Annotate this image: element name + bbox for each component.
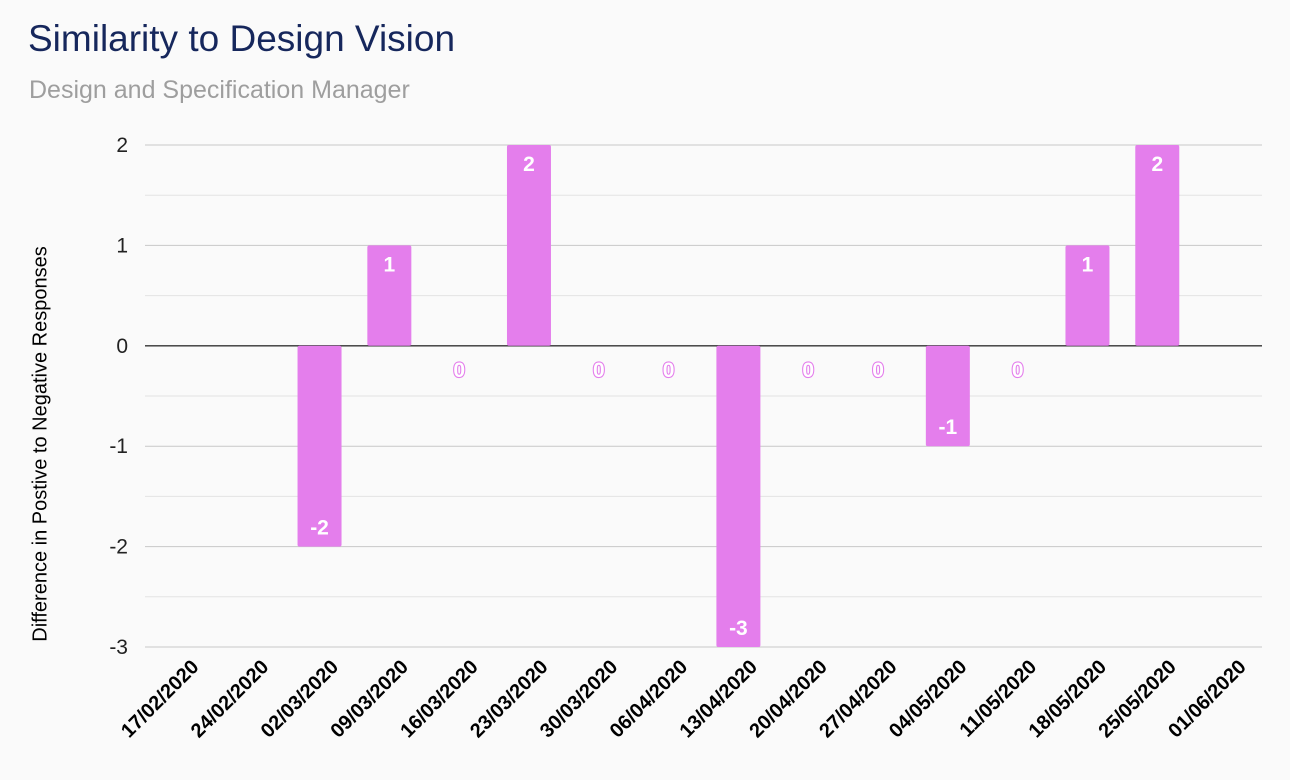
y-tick-label: 0 [116,335,128,358]
y-tick-label: -3 [109,636,128,659]
data-label: -1 [939,416,958,439]
data-label: 0 [593,359,605,382]
y-tick-label: -1 [109,435,128,458]
data-label: 0 [802,359,814,382]
data-label: 0 [453,359,465,382]
y-tick-label: -2 [109,536,128,559]
data-label: 1 [1082,253,1094,276]
data-label: 2 [523,153,535,176]
data-label: -3 [729,617,748,640]
data-label: -2 [310,517,329,540]
y-tick-label: 2 [116,134,128,157]
data-label: 1 [384,253,396,276]
data-label: 0 [663,359,675,382]
y-tick-label: 1 [116,234,128,257]
data-label: 2 [1151,153,1163,176]
data-label: 0 [872,359,884,382]
data-label: 0 [1012,359,1024,382]
bar [716,346,760,647]
